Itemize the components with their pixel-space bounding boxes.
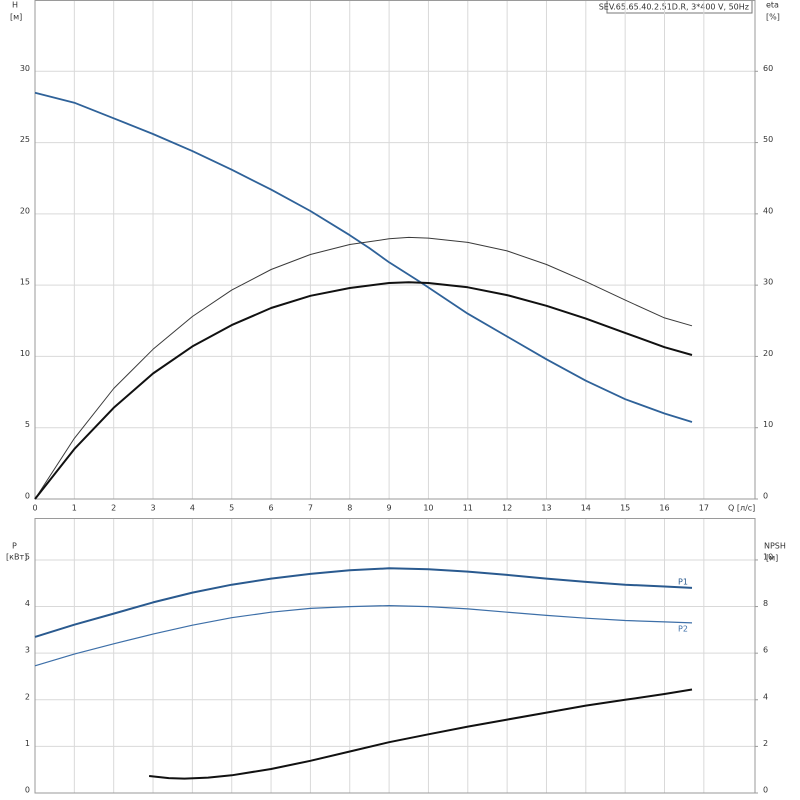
y2-tick-label: 10 [763,420,773,429]
y-tick-label: 0 [25,786,30,795]
chart-title: SEV.65.65.40.2.51D.R, 3*400 V, 50Hz [599,3,749,12]
x-tick-label: 11 [463,504,473,513]
y-tick-label: 30 [20,64,30,73]
x-tick-label: 2 [111,504,116,513]
y2-tick-label: 0 [763,786,768,795]
x-tick-label: 12 [502,504,512,513]
y2-tick-label: 50 [763,135,773,144]
x-tick-label: 14 [581,504,591,513]
y2-axis-label: NPSH [764,542,786,551]
x-tick-label: 3 [150,504,155,513]
y2-tick-label: 10 [763,552,773,561]
y-tick-label: 1 [25,739,30,748]
y-tick-label: 5 [25,420,30,429]
y2-tick-label: 20 [763,349,773,358]
series-line [34,605,693,667]
x-tick-label: 5 [229,504,234,513]
y-tick-label: 15 [20,278,30,287]
plot-frame [34,518,756,794]
y-tick-label: 0 [25,492,30,501]
y2-tick-label: 30 [763,278,773,287]
series-line [34,567,693,638]
y2-tick-label: 8 [763,599,768,608]
y-axis-unit: [кВт] [6,553,27,562]
x-tick-label: 15 [620,504,630,513]
y-tick-label: 4 [25,599,30,608]
plot-frame [34,0,756,500]
x-tick-label: 4 [190,504,195,513]
y-axis-label: P [12,542,17,551]
y2-tick-label: 2 [763,739,768,748]
y-tick-label: 5 [25,552,30,561]
series-label: P1 [678,577,688,586]
x-axis-label: Q [л/с] [728,504,755,513]
y-tick-label: 10 [20,349,30,358]
x-tick-label: 7 [308,504,313,513]
y2-axis-unit: [м] [766,554,778,563]
y2-tick-label: 4 [763,692,768,701]
x-tick-label: 17 [699,504,709,513]
y-tick-label: 2 [25,692,30,701]
y2-tick-label: 40 [763,206,773,215]
x-tick-label: 8 [347,504,352,513]
y2-axis-label: eta [766,1,779,10]
x-tick-label: 6 [269,504,274,513]
y-tick-label: 3 [25,646,30,655]
x-tick-label: 9 [387,504,392,513]
y-axis-unit: [м] [10,13,22,22]
y2-tick-label: 60 [763,64,773,73]
y2-tick-label: 6 [763,646,768,655]
x-tick-label: 0 [32,504,37,513]
series-line [34,236,693,500]
y-tick-label: 20 [20,206,30,215]
y-tick-label: 25 [20,135,30,144]
x-tick-label: 16 [659,504,669,513]
x-tick-label: 13 [541,504,551,513]
series-line [34,281,693,500]
x-tick-label: 10 [423,504,433,513]
x-tick-label: 1 [72,504,77,513]
series-line [34,91,693,423]
series-label: P2 [678,624,688,633]
series-line [148,688,693,780]
y2-axis-unit: [%] [766,13,780,22]
y-axis-label: H [12,1,18,10]
y2-tick-label: 0 [763,492,768,501]
